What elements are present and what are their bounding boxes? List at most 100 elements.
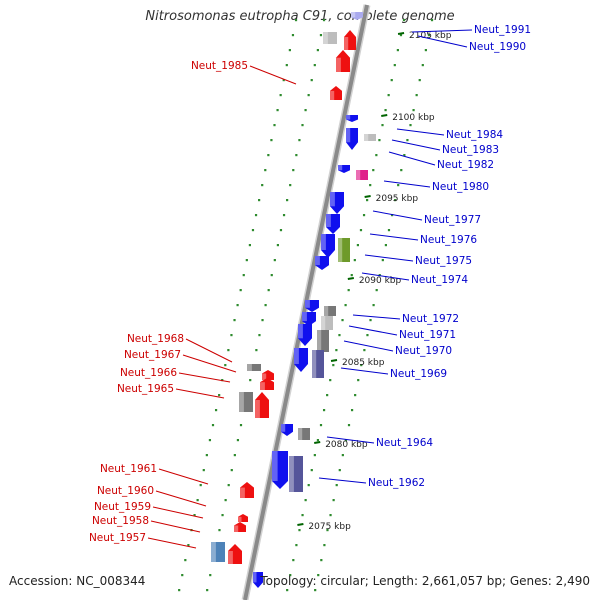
gene-red-top2-shade (336, 57, 341, 72)
track-dot (211, 424, 215, 427)
gene-neut-1962a (272, 451, 288, 489)
track-dot (295, 154, 298, 157)
track-dot (261, 184, 264, 187)
track-dot (403, 154, 406, 157)
gene-neut-1975 (315, 256, 329, 270)
track-dot (421, 64, 424, 67)
gene-neut-1968 (247, 364, 261, 371)
track-dot (292, 559, 295, 562)
gene-label: Neut_1964 (376, 437, 433, 449)
leader-line (352, 314, 401, 320)
track-dot (282, 79, 285, 82)
track-dot (279, 94, 282, 97)
track-dot (424, 49, 427, 52)
gene-neut-1964a-shape (281, 424, 293, 436)
leader-line (361, 272, 410, 281)
track-dot (196, 499, 199, 502)
leader-line (343, 340, 394, 352)
track-dot (375, 289, 378, 292)
gene-neut-1969-shape (312, 350, 324, 378)
track-dot (298, 139, 301, 142)
gene-neut-1959 (234, 522, 246, 532)
gene-neut-1964a-shade (281, 424, 286, 432)
gene-neut-1967 (262, 370, 274, 380)
track-dot (184, 559, 187, 562)
track-dot (224, 499, 227, 502)
track-dot (319, 424, 323, 427)
track-dot (245, 259, 248, 262)
gene-red-top2 (336, 50, 350, 72)
gene-neut-1983 (346, 128, 358, 150)
gene-neut-1975-shape (315, 256, 329, 270)
track-dot (412, 109, 415, 112)
track-dot (282, 214, 286, 217)
track-dot (369, 184, 372, 187)
track-dot (239, 289, 242, 292)
track-dot (381, 124, 384, 127)
gene-neut-1976 (321, 234, 335, 258)
gene-neut-1967-shade (262, 373, 267, 380)
track-dot (378, 274, 381, 277)
gene-neut-1962-shade (289, 456, 294, 492)
track-dot (267, 154, 270, 157)
gene-neut-1969-shade (312, 350, 317, 378)
track-dot (254, 214, 258, 217)
track-dot (270, 274, 273, 277)
gene-neut-1969a (294, 348, 308, 372)
track-dot (396, 49, 399, 52)
gene-neut-1980-shade (356, 170, 361, 180)
leader-line (348, 325, 398, 336)
gene-neut-1970-shape (317, 330, 329, 352)
gene-red-top-shade (344, 37, 349, 50)
gene-neut-1972b-shade (302, 312, 307, 322)
track-dot (289, 574, 292, 577)
gene-label: Neut_1984 (446, 129, 503, 141)
leader-line (364, 254, 414, 262)
gene-neut-1965 (255, 392, 269, 418)
gene-neut-1971 (321, 316, 333, 330)
track-dot (399, 34, 403, 37)
gene-neut-1972b-shape (302, 312, 316, 326)
track-dot (363, 349, 366, 352)
track-dot (193, 514, 196, 517)
track-dot (288, 49, 291, 52)
track-dot (369, 319, 372, 322)
gene-neut-1970 (317, 330, 329, 352)
gene-neut-1972-shape (324, 306, 336, 316)
gene-neut-1984-shade (346, 115, 351, 120)
track-dot (214, 409, 218, 412)
gene-neut-1958-shade (211, 542, 216, 562)
gene-neut-1984 (346, 115, 358, 122)
track-dot (344, 439, 348, 442)
track-dot (409, 124, 412, 127)
gene-neut-1976-shape (321, 234, 335, 258)
gene-label: Neut_1991 (474, 24, 531, 36)
track-dot (338, 469, 341, 472)
gene-neut-1977a-shade (330, 192, 335, 207)
gene-neut-1957 (228, 544, 242, 564)
gene-neut-1985 (330, 86, 342, 100)
track-dot (354, 394, 357, 397)
track-dot (350, 274, 353, 277)
gene-label: Neut_1960 (97, 485, 154, 497)
track-dot (341, 454, 344, 457)
leader-line (185, 338, 233, 363)
gene-neut-1969 (312, 350, 324, 378)
leader-line (155, 490, 207, 507)
track-dot (378, 139, 381, 142)
gene-bottom-shade (253, 572, 257, 583)
gene-label: Neut_1968 (127, 333, 184, 345)
track-dot (317, 574, 320, 577)
track-dot (326, 394, 329, 397)
gene-neut-1962 (289, 456, 303, 492)
gene-neut-1976b-shape (338, 238, 350, 262)
scale-tick-label: 2095 kbp (376, 194, 419, 204)
gene-neut-1973-shape (305, 300, 319, 312)
leader-line (152, 506, 204, 519)
leader-line (340, 367, 389, 375)
gene-label: Neut_1972 (402, 313, 459, 325)
gene-neut-1960-shape (238, 514, 248, 522)
track-dot (289, 184, 292, 187)
track-dot (258, 199, 261, 202)
